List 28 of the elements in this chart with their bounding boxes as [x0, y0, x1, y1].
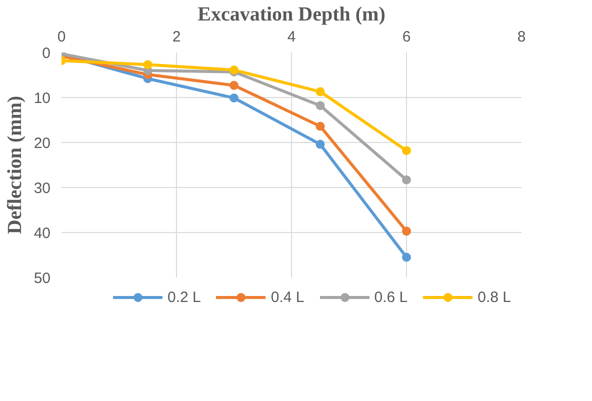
- y-tick-label: 0: [42, 45, 50, 62]
- legend-label: 0.4 L: [270, 288, 304, 306]
- point: [402, 175, 411, 184]
- x-tick-label: 0: [57, 28, 66, 46]
- point: [316, 101, 325, 110]
- legend-label: 0.8 L: [478, 288, 511, 306]
- y-tick-label: 50: [34, 270, 51, 287]
- point: [402, 146, 411, 156]
- point: [143, 60, 152, 70]
- legend-label: 0.6 L: [374, 288, 408, 306]
- point: [402, 226, 411, 236]
- y-tick-label: 20: [34, 135, 51, 152]
- y-tick-label: 30: [34, 180, 51, 197]
- point: [230, 80, 238, 90]
- y-tick-label: 40: [34, 225, 51, 242]
- x-tick-label: 2: [172, 28, 181, 46]
- y-tick-label: 10: [34, 90, 51, 107]
- x-tick-label: 4: [287, 28, 296, 46]
- point: [316, 140, 325, 149]
- point: [316, 122, 325, 131]
- y-axis-title: Deflection (mm): [4, 96, 26, 234]
- legend-label: 0.2 L: [168, 288, 201, 306]
- point: [230, 93, 238, 102]
- x-tick-label: 6: [402, 28, 411, 46]
- x-tick-label: 8: [517, 28, 526, 46]
- point: [316, 87, 325, 96]
- point: [402, 252, 411, 262]
- x-axis-title: Excavation Depth (m): [198, 4, 386, 26]
